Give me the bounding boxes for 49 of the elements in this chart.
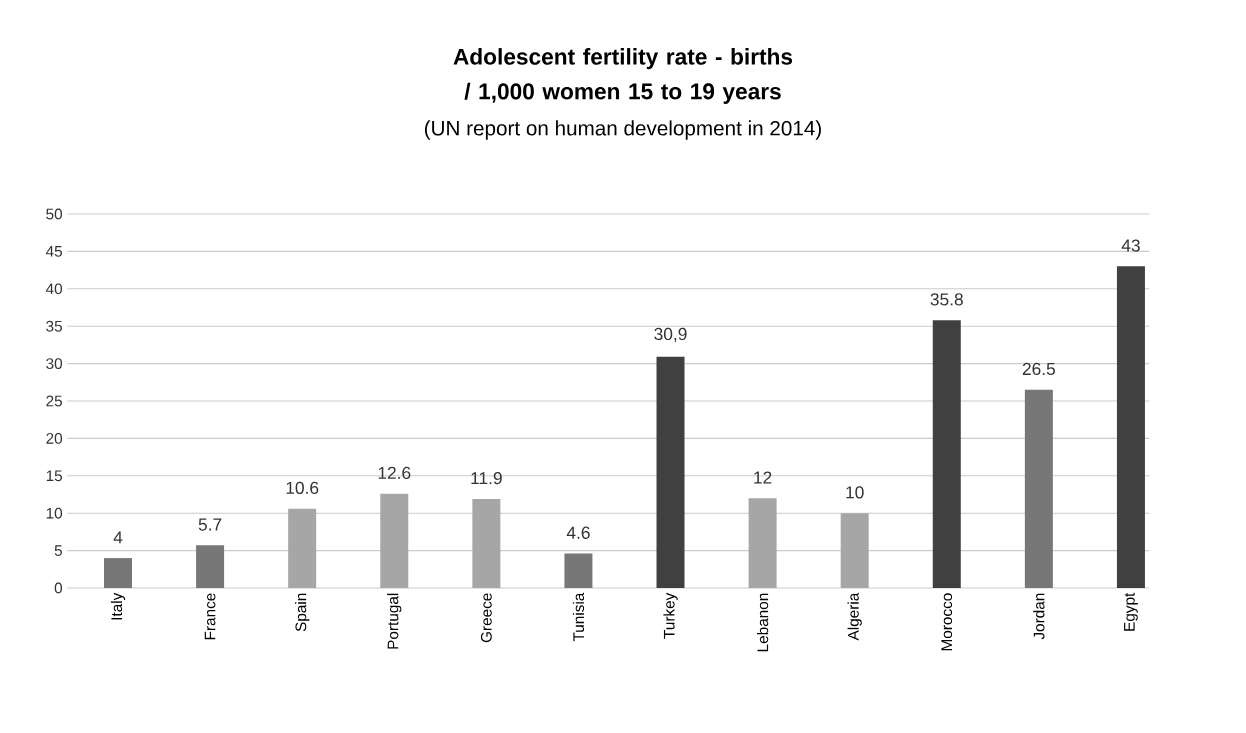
x-tick-label: Italy	[110, 592, 126, 620]
bar	[472, 498, 501, 588]
data-label: 4	[113, 531, 123, 544]
data-label: 12.6	[378, 466, 411, 480]
y-tick-label: 30	[46, 358, 63, 370]
x-tick-label: Portugal	[387, 593, 402, 649]
y-tick-label: 35	[46, 320, 62, 332]
bar	[380, 493, 409, 588]
y-tick-label: 25	[46, 395, 62, 407]
data-label: 26.5	[1022, 362, 1055, 376]
data-label: 12	[754, 471, 772, 484]
bar	[1024, 389, 1053, 588]
bar	[840, 513, 869, 588]
y-tick-label: 40	[45, 283, 63, 295]
chart-title: Adolescent fertility rate - births / 1,000 women 15 to 19 years	[453, 48, 793, 104]
bar	[288, 508, 317, 588]
data-label: 11.9	[471, 472, 502, 485]
y-tick-label: 10	[46, 507, 63, 519]
bar	[196, 545, 225, 588]
x-tick-label: Egypt	[1124, 592, 1138, 631]
chart-subtitle: (UN report on human development in 2014)	[424, 120, 821, 140]
x-tick-label: Jordan	[1033, 593, 1045, 640]
x-tick-label: Turkey	[663, 592, 678, 639]
bar	[932, 320, 961, 588]
y-tick-label: 0	[54, 582, 63, 594]
data-label: 10.6	[286, 481, 319, 494]
y-tick-label: 5	[54, 545, 62, 556]
bar	[748, 498, 777, 588]
x-tick-label: Algeria	[847, 592, 862, 641]
y-tick-label: 45	[45, 246, 62, 257]
y-tick-label: 15	[46, 470, 62, 482]
x-tick-label: Tunisia	[572, 592, 585, 642]
data-label: 5.7	[198, 518, 222, 531]
data-label: 10	[846, 486, 864, 499]
bar	[1116, 266, 1145, 588]
bar	[564, 553, 593, 588]
x-tick-label: Spain	[295, 593, 310, 632]
data-label: 43	[1121, 239, 1140, 252]
y-tick-label: 20	[46, 432, 63, 444]
data-label: 4.6	[566, 526, 590, 539]
x-tick-label: France	[204, 593, 216, 640]
bar	[104, 558, 133, 588]
bar	[656, 356, 685, 588]
data-label: 35.8	[930, 293, 963, 306]
y-tick-label: 50	[46, 208, 63, 220]
x-tick-label: Greece	[480, 593, 492, 643]
data-label: 30,9	[654, 327, 687, 343]
x-tick-label: Lebanon	[756, 593, 769, 652]
x-tick-label: Morocco	[941, 593, 953, 651]
